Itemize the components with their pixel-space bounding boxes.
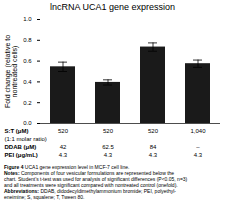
svg-text:DDAB (μM): DDAB (μM): [5, 144, 37, 150]
html-text:Notes: Components of four vesi: Notes: Components of four vesicular form…: [4, 170, 175, 176]
svg-text:520: 520: [148, 128, 159, 134]
svg-text:42: 42: [60, 144, 67, 150]
svg-text:1.0: 1.0: [23, 16, 32, 22]
svg-text:Fold change (relative tonontre: Fold change (relative tonontreated cells…: [4, 35, 19, 108]
svg-text:4.3: 4.3: [194, 152, 203, 158]
svg-text:520: 520: [103, 128, 114, 134]
html-text:Figure 4 UCA1 gene expression: Figure 4 UCA1 gene expression level in M…: [4, 164, 130, 170]
svg-text:0.0: 0.0: [23, 120, 32, 126]
svg-text:4.3: 4.3: [59, 152, 68, 158]
svg-text:4.3: 4.3: [104, 152, 113, 158]
svg-text:0.6: 0.6: [23, 58, 32, 64]
html-text:Abbreviations: DDAB, didodecyl: Abbreviations: DDAB, didodecyldimethylam…: [4, 188, 176, 194]
html-text:lncRNA UCA1 gene expression: lncRNA UCA1 gene expression: [50, 2, 175, 12]
svg-text:0.2: 0.2: [23, 100, 32, 106]
html-text:and all treatments were signif: and all treatments were significant comp…: [4, 182, 178, 188]
svg-text:S:T (μM): S:T (μM): [5, 128, 29, 134]
html-text:chart. Student’s t-test was us: chart. Student’s t-test was used for ana…: [4, 176, 188, 182]
svg-text:4.3: 4.3: [149, 152, 158, 158]
svg-text:1,040: 1,040: [190, 128, 206, 134]
html-text:eneimine; S, squalene; T, Twee: eneimine; S, squalene; T, Tween 80.: [4, 194, 85, 200]
svg-text:62.5: 62.5: [102, 144, 114, 150]
svg-text:520: 520: [58, 128, 69, 134]
svg-text:0.8: 0.8: [23, 37, 32, 43]
svg-text:–: –: [196, 144, 200, 150]
svg-text:0.4: 0.4: [23, 79, 32, 85]
svg-text:PEI (μg/mL): PEI (μg/mL): [5, 152, 38, 158]
svg-text:84: 84: [150, 144, 157, 150]
svg-text:(1:1 molar ratio): (1:1 molar ratio): [5, 136, 47, 142]
